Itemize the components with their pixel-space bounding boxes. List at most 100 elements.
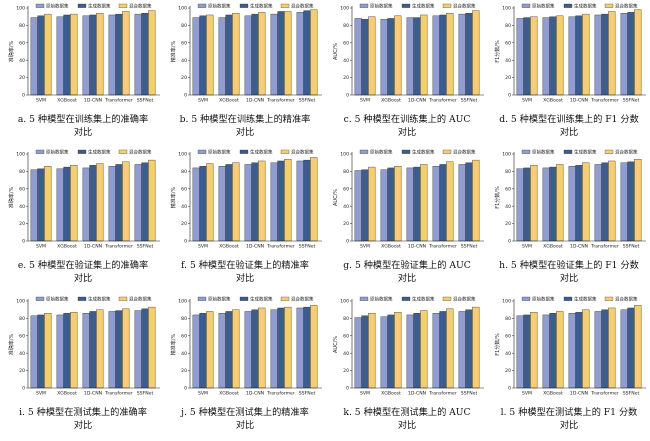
y-tick-label: 100	[502, 299, 511, 305]
bar-series-0	[134, 310, 142, 389]
y-tick-label: 60	[343, 186, 349, 192]
bar-series-1	[601, 162, 609, 242]
x-tick-label: XGBoost	[57, 98, 77, 104]
x-tick-label: SSFNet	[461, 98, 478, 104]
bar-series-1	[63, 166, 71, 242]
y-tick-label: 0	[22, 239, 25, 245]
y-tick-label: 0	[184, 386, 187, 392]
bar-series-0	[620, 13, 628, 96]
x-tick-label: Transformer	[590, 244, 619, 250]
caption-line-1: c. 5 种模型在训练集上的 AUC	[343, 114, 471, 125]
bar-series-0	[244, 164, 252, 242]
caption-line-1: b. 5 种模型在训练集上的精准率	[179, 114, 311, 125]
x-tick-label: 1D-CNN	[246, 244, 264, 250]
bar-series-1	[141, 13, 149, 96]
legend-swatch	[197, 149, 207, 154]
y-tick-label: 100	[340, 299, 349, 305]
x-tick-label: SVM	[36, 244, 46, 250]
chart-panel: 0 20 40 60 80 100 准确率/% SVM XGBoost 1D-CNN Transfo…	[2, 295, 164, 441]
bar-series-1	[303, 159, 311, 242]
y-tick-label: 20	[19, 75, 25, 81]
bar-series-2	[122, 161, 130, 242]
bar-series-0	[406, 17, 414, 96]
bar-series-2	[258, 307, 266, 389]
bar-series-2	[122, 308, 130, 389]
bar-series-0	[218, 166, 226, 242]
caption-line-1: g. 5 种模型在验证集上的 AUC	[343, 260, 471, 271]
bar-series-1	[277, 307, 285, 389]
chart-panel: 0 20 40 60 80 100 AUC/% SVM XGBoost 1D-CNN Transfo…	[326, 295, 488, 441]
bar-series-1	[465, 309, 473, 389]
bar-series-1	[465, 13, 473, 96]
y-axis-label: 精准率/%	[170, 334, 177, 356]
bar-series-2	[582, 309, 590, 389]
legend-label: 生成数据集	[250, 295, 273, 302]
legend-label: 原始数据集	[208, 2, 231, 9]
y-tick-label: 100	[16, 152, 25, 158]
caption-line-2: 对比	[559, 272, 579, 284]
bar-chart: 0 20 40 60 80 100 准确率/% SVM XGBoost 1D-CNN Transfo…	[8, 295, 160, 397]
bar-series-1	[413, 17, 421, 96]
chart-caption: f. 5 种模型在验证集上的精准率 对比	[164, 260, 326, 285]
y-tick-label: 100	[340, 6, 349, 12]
legend-label: 生成数据集	[412, 295, 435, 302]
bar-series-2	[96, 163, 104, 242]
bar-series-2	[368, 16, 376, 96]
legend-label: 生成数据集	[88, 148, 111, 155]
legend-swatch	[118, 3, 128, 8]
legend-swatch	[77, 296, 87, 301]
bar-series-1	[523, 167, 531, 242]
bar-series-2	[394, 312, 402, 389]
y-axis-label: 准确率/%	[8, 334, 15, 356]
bar-series-2	[472, 306, 480, 389]
y-axis-label: AUC/%	[333, 189, 339, 206]
y-tick-label: 60	[19, 40, 25, 46]
legend-swatch	[239, 149, 249, 154]
bar-series-1	[361, 19, 369, 96]
legend-swatch	[442, 149, 452, 154]
bar-series-2	[608, 11, 616, 96]
caption-line-1: d. 5 种模型在训练集上的 F1 分数	[499, 114, 639, 125]
x-tick-label: SVM	[360, 391, 370, 397]
y-tick-label: 80	[181, 316, 187, 322]
caption-line-1: h. 5 种模型在验证集上的 F1 分数	[499, 260, 639, 271]
bar-series-0	[56, 168, 64, 242]
bar-series-0	[516, 168, 524, 242]
bar-series-0	[296, 307, 304, 389]
bar-series-2	[634, 159, 642, 242]
y-tick-label: 40	[181, 351, 187, 357]
y-axis-label: F1分数/%	[494, 186, 501, 209]
bar-series-2	[310, 305, 318, 389]
bar-series-2	[446, 308, 454, 389]
bar-series-0	[218, 17, 226, 96]
x-tick-label: SVM	[522, 391, 532, 397]
legend-label: 原始数据集	[46, 295, 69, 302]
bar-chart: 0 20 40 60 80 100 精准率/% SVM XGBoost 1D-CNN Transfo…	[170, 295, 322, 397]
legend-swatch	[239, 296, 249, 301]
bar-series-2	[446, 161, 454, 242]
bar-chart: 0 20 40 60 80 100 AUC/% SVM XGBoost 1D-CNN Transfo…	[333, 2, 484, 104]
bar-series-0	[30, 315, 38, 389]
y-axis-label: F1分数/%	[494, 333, 501, 356]
bar-series-2	[70, 165, 78, 242]
bar-series-2	[530, 312, 538, 389]
bar-series-0	[108, 14, 116, 96]
y-tick-label: 0	[22, 386, 25, 392]
y-tick-label: 0	[346, 93, 349, 99]
bar-series-1	[199, 313, 207, 389]
bar-chart: 0 20 40 60 80 100 AUC/% SVM XGBoost 1D-CNN Transfo…	[333, 148, 484, 250]
legend-swatch	[359, 149, 369, 154]
caption-line-2: 对比	[235, 272, 255, 284]
bar-series-0	[458, 164, 466, 242]
y-tick-label: 20	[343, 221, 349, 227]
bar-series-0	[134, 164, 142, 242]
legend-swatch	[280, 3, 290, 8]
legend-swatch	[280, 296, 290, 301]
y-tick-label: 20	[181, 368, 187, 374]
bar-series-2	[258, 160, 266, 242]
bar-series-0	[56, 314, 64, 389]
legend-label: 原始数据集	[208, 295, 231, 302]
y-tick-label: 40	[343, 351, 349, 357]
bar-series-1	[523, 314, 531, 389]
